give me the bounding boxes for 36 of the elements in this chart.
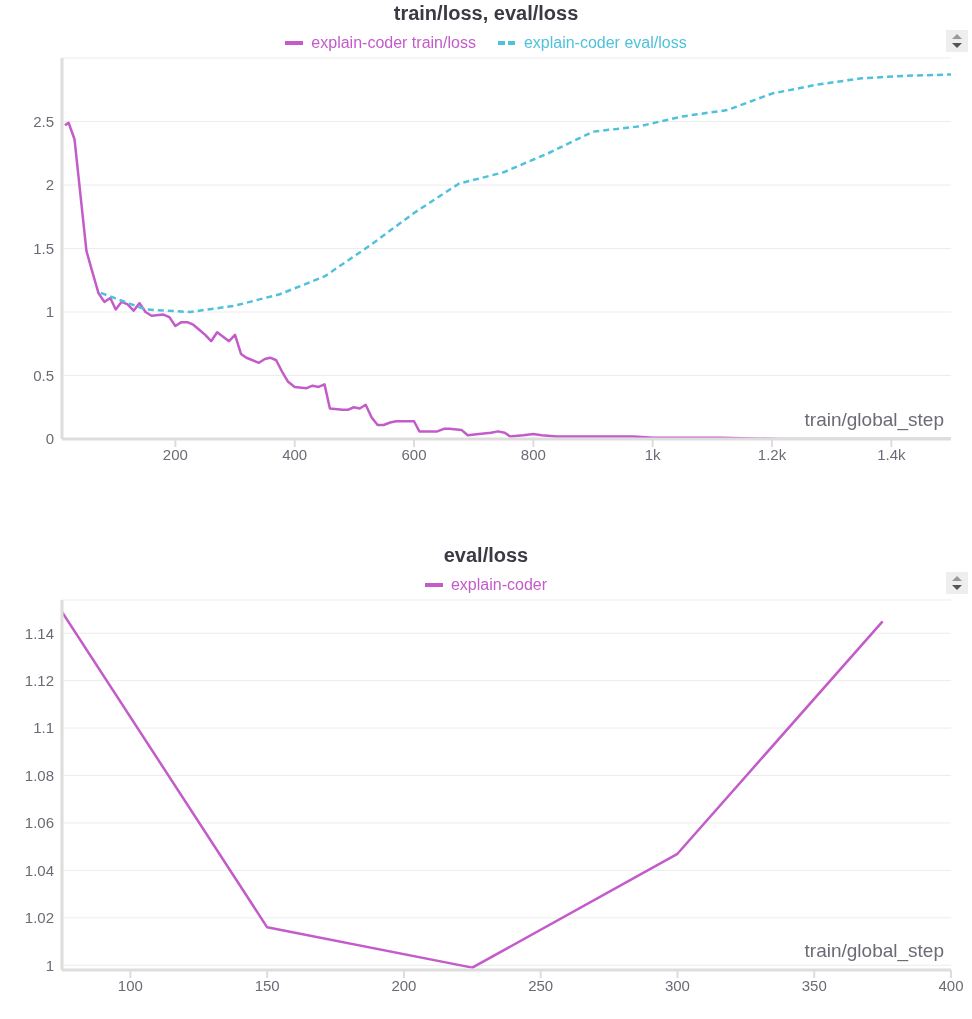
y-tick-label: 2.5 — [33, 112, 54, 130]
x-axis-title: train/global_step — [804, 940, 944, 962]
x-tick-label: 1.4k — [877, 445, 907, 463]
y-tick-label: 1.1 — [33, 719, 54, 737]
y-tick-label: 1.06 — [24, 814, 54, 832]
y-tick-label: 1 — [45, 956, 54, 974]
x-tick-label: 400 — [282, 445, 308, 463]
x-tick-label: 200 — [391, 976, 417, 994]
legend-label: explain-coder train/loss — [310, 34, 476, 52]
y-tick-label: 1.14 — [24, 624, 54, 642]
x-tick-label: 800 — [520, 445, 546, 463]
y-tick-label: 1 — [45, 303, 54, 321]
x-tick-label: 1.2k — [757, 445, 787, 463]
x-tick-label: 150 — [254, 976, 280, 994]
x-tick-label: 100 — [117, 976, 143, 994]
chart-title: eval/loss — [442, 544, 530, 567]
y-tick-label: 2 — [45, 176, 54, 194]
x-tick-label: 1k — [644, 445, 662, 463]
y-tick-label: 0.5 — [33, 366, 54, 384]
y-tick-label: 1.04 — [24, 861, 54, 879]
x-tick-label: 250 — [528, 976, 554, 994]
y-tick-label: 1.08 — [24, 766, 54, 784]
y-tick-label: 1.12 — [24, 671, 54, 689]
line-series — [99, 73, 951, 314]
y-tick-label: 0 — [45, 430, 54, 448]
x-tick-label: 600 — [401, 445, 427, 463]
x-axis-title: train/global_step — [804, 409, 944, 431]
x-tick-label: 200 — [162, 445, 188, 463]
y-tick-label: 1.02 — [24, 909, 54, 927]
y-tick-label: 1.5 — [33, 239, 54, 257]
chart-title: train/loss, eval/loss — [392, 2, 580, 25]
x-tick-label: 300 — [664, 976, 690, 994]
legend-label: explain-coder eval/loss — [522, 34, 687, 52]
x-tick-label: 400 — [938, 976, 964, 994]
legend-label: explain-coder — [449, 576, 548, 594]
x-tick-label: 350 — [801, 976, 827, 994]
